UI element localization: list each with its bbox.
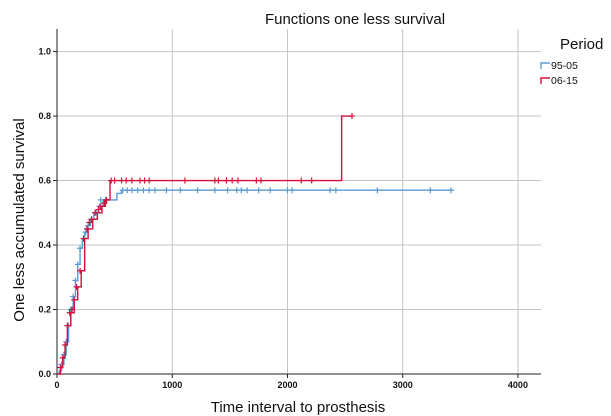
censor-mark: [128, 187, 135, 194]
legend-entry: 06-15: [551, 75, 578, 87]
censor-mark: [103, 196, 110, 203]
censor-mark: [267, 187, 274, 194]
censor-mark: [128, 177, 135, 184]
censor-mark: [134, 187, 141, 194]
grid: [57, 29, 541, 374]
censor-mark: [349, 113, 356, 120]
censor-mark: [298, 177, 305, 184]
x-tick-label: 2000: [277, 380, 297, 390]
censor-mark: [70, 293, 77, 300]
censor-mark: [332, 187, 339, 194]
series-95-05: [57, 187, 455, 375]
censor-mark: [163, 187, 170, 194]
censor-mark: [123, 177, 130, 184]
censor-mark: [146, 187, 153, 194]
series-06-15: [57, 113, 356, 375]
y-tick-label: 1.0: [38, 47, 51, 57]
censor-mark: [194, 187, 201, 194]
y-axis-label: One less accumulated survival: [11, 118, 28, 321]
censor-mark: [229, 177, 236, 184]
censor-mark: [374, 187, 381, 194]
censor-mark: [327, 187, 334, 194]
x-tick-label: 4000: [508, 380, 528, 390]
y-tick-label: 0.4: [38, 240, 51, 250]
censor-mark: [95, 206, 102, 213]
legend-entry: 95-05: [551, 60, 578, 72]
censor-mark: [77, 267, 84, 274]
censor-mark: [77, 245, 84, 252]
censor-mark: [215, 177, 222, 184]
censor-mark: [427, 187, 434, 194]
censor-mark: [60, 351, 67, 358]
censor-mark: [80, 235, 87, 242]
censor-mark: [151, 187, 158, 194]
censor-mark: [223, 177, 230, 184]
censor-mark: [72, 277, 79, 284]
censor-mark: [257, 177, 264, 184]
censor-mark: [238, 187, 245, 194]
x-tick-label: 1000: [162, 380, 182, 390]
censor-mark: [88, 216, 95, 223]
censor-mark: [308, 177, 315, 184]
series-group: [57, 113, 455, 375]
censor-mark: [73, 283, 80, 290]
censor-mark: [111, 177, 118, 184]
censor-mark: [146, 177, 153, 184]
x-tick-label: 3000: [393, 380, 413, 390]
censor-mark: [211, 187, 218, 194]
x-tick-label: 0: [54, 380, 59, 390]
y-tick-label: 0.6: [38, 176, 51, 186]
series-line: [57, 189, 452, 375]
censor-mark: [59, 354, 66, 361]
censor-mark: [58, 361, 65, 368]
censor-mark: [66, 309, 73, 316]
censor-mark: [177, 187, 184, 194]
y-tick-label: 0.0: [38, 369, 51, 379]
censor-mark: [85, 222, 92, 229]
legend-swatch: [540, 77, 550, 84]
censor-mark: [62, 341, 69, 348]
censor-mark: [289, 187, 296, 194]
censor-mark: [255, 187, 262, 194]
legend-title: Period: [560, 36, 603, 53]
x-axis-label: Time interval to prosthesis: [211, 399, 386, 416]
axes: 0 1000 2000 3000 4000 0.0 0.2 0.4 0.6 0.8 1.0: [38, 29, 541, 390]
censor-mark: [224, 187, 231, 194]
censor-mark: [140, 187, 147, 194]
censor-mark: [68, 306, 75, 313]
censor-mark: [448, 187, 455, 194]
censor-mark: [234, 177, 241, 184]
censor-mark: [97, 203, 104, 210]
censor-mark: [86, 219, 93, 226]
y-tick-label: 0.2: [38, 305, 51, 315]
legend-swatch: [540, 62, 550, 69]
censor-mark: [63, 338, 70, 345]
y-tick-label: 0.8: [38, 111, 51, 121]
censor-mark: [101, 200, 108, 207]
censor-mark: [83, 225, 90, 232]
legend: Period 95-05 06-15: [540, 36, 603, 87]
censor-mark: [71, 296, 78, 303]
censor-mark: [92, 209, 99, 216]
censor-mark: [64, 322, 71, 329]
censor-mark: [244, 187, 251, 194]
censor-mark: [57, 364, 64, 371]
censor-mark: [74, 261, 81, 268]
censor-mark: [181, 177, 188, 184]
chart-title: Functions one less survival: [265, 11, 445, 28]
